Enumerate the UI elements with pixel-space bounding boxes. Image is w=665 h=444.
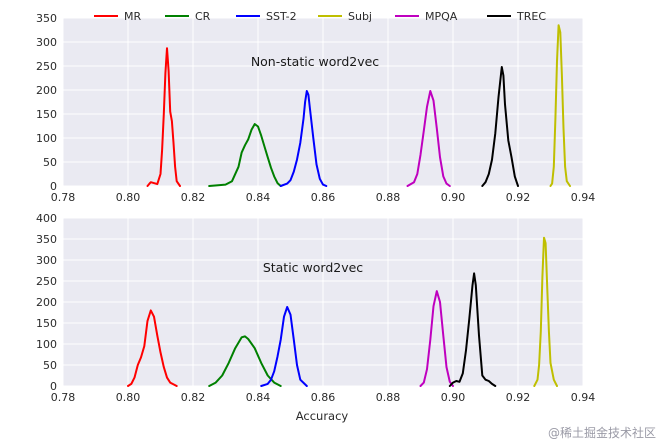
bottom-y-tick-label: 350	[36, 233, 57, 246]
top-y-tick-label: 50	[43, 156, 57, 169]
top-x-tick-label: 0.86	[311, 191, 336, 204]
x-axis-label: Accuracy	[296, 409, 349, 423]
bottom-series-mpqa-line	[419, 290, 454, 387]
bottom-x-tick-label: 0.88	[376, 391, 401, 404]
bottom-x-tick-label: 0.92	[506, 391, 531, 404]
bottom-series-subj-line	[533, 236, 558, 387]
bottom-x-ticks: 0.78 0.80 0.82 0.84 0.86 0.88 0.90 0.92 0.94	[51, 391, 596, 404]
legend-item-mr: MR	[94, 10, 141, 23]
legend-item-sst-2: SST-2	[236, 10, 297, 23]
bottom-x-tick-label: 0.94	[571, 391, 596, 404]
bottom-x-tick-label: 0.90	[441, 391, 466, 404]
bottom-x-tick-label: 0.78	[51, 391, 76, 404]
bottom-y-tick-label: 200	[36, 296, 57, 309]
legend-item-mpqa: MPQA	[395, 10, 458, 23]
top-grid	[62, 17, 584, 187]
bottom-y-tick-label: 0	[50, 380, 57, 393]
top-x-tick-label: 0.82	[181, 191, 206, 204]
bottom-y-tick-label: 150	[36, 317, 57, 330]
top-y-tick-label: 300	[36, 36, 57, 49]
top-y-ticks: 0 50 100 150 200 250 300 350	[36, 12, 57, 193]
top-series-lines	[146, 24, 571, 187]
bottom-series-trec-line	[448, 272, 497, 387]
bottom-y-tick-label: 50	[43, 359, 57, 372]
legend-label-cr: CR	[195, 10, 211, 23]
top-annotation: Non-static word2vec	[251, 54, 379, 69]
bottom-y-tick-label: 250	[36, 275, 57, 288]
bottom-series-cr-line	[208, 335, 282, 387]
bottom-x-tick-label: 0.86	[311, 391, 336, 404]
legend-item-cr: CR	[165, 10, 211, 23]
bottom-y-tick-label: 300	[36, 254, 57, 267]
legend-label-trec: TREC	[516, 10, 546, 23]
top-y-tick-label: 200	[36, 84, 57, 97]
top-y-tick-label: 350	[36, 12, 57, 25]
legend-label-mpqa: MPQA	[425, 10, 458, 23]
legend-item-subj: Subj	[318, 10, 372, 23]
top-x-tick-label: 0.84	[246, 191, 271, 204]
bottom-grid	[62, 217, 584, 387]
top-series-subj-line	[549, 24, 571, 187]
bottom-y-tick-label: 100	[36, 338, 57, 351]
top-x-tick-label: 0.80	[116, 191, 141, 204]
bottom-y-tick-label: 400	[36, 212, 57, 225]
top-y-tick-label: 100	[36, 132, 57, 145]
bottom-panel: 0 50 100 150 200 250 300 350 400 0.78 0.80 0.82 0.8…	[36, 212, 595, 404]
bottom-series-sst-2-line	[260, 306, 308, 387]
top-series-mpqa-line	[406, 90, 451, 187]
bottom-x-tick-label: 0.80	[116, 391, 141, 404]
top-y-tick-label: 150	[36, 108, 57, 121]
top-x-ticks: 0.78 0.80 0.82 0.84 0.86 0.88 0.90 0.92 0.94	[51, 191, 596, 204]
top-x-tick-label: 0.90	[441, 191, 466, 204]
top-y-tick-label: 0	[50, 180, 57, 193]
top-x-tick-label: 0.92	[506, 191, 531, 204]
legend-item-trec: TREC	[487, 10, 546, 23]
top-y-tick-label: 250	[36, 60, 57, 73]
top-series-sst-2-line	[279, 90, 328, 187]
top-x-tick-label: 0.78	[51, 191, 76, 204]
watermark-text: @稀土掘金技术社区	[548, 425, 656, 440]
top-series-trec-line	[481, 66, 519, 187]
legend: MR CR SST-2 Subj MPQA TREC	[94, 10, 546, 23]
legend-label-sst-2: SST-2	[266, 10, 297, 23]
top-x-tick-label: 0.88	[376, 191, 401, 204]
bottom-x-tick-label: 0.84	[246, 391, 271, 404]
top-x-tick-label: 0.94	[571, 191, 596, 204]
bottom-y-ticks: 0 50 100 150 200 250 300 350 400	[36, 212, 57, 393]
top-series-cr-line	[208, 123, 282, 187]
legend-label-subj: Subj	[348, 10, 372, 23]
bottom-x-tick-label: 0.82	[181, 391, 206, 404]
bottom-series-lines	[127, 236, 558, 387]
bottom-annotation: Static word2vec	[263, 260, 363, 275]
top-series-mr-line	[146, 47, 181, 187]
bottom-series-mr-line	[127, 309, 178, 387]
legend-label-mr: MR	[124, 10, 141, 23]
